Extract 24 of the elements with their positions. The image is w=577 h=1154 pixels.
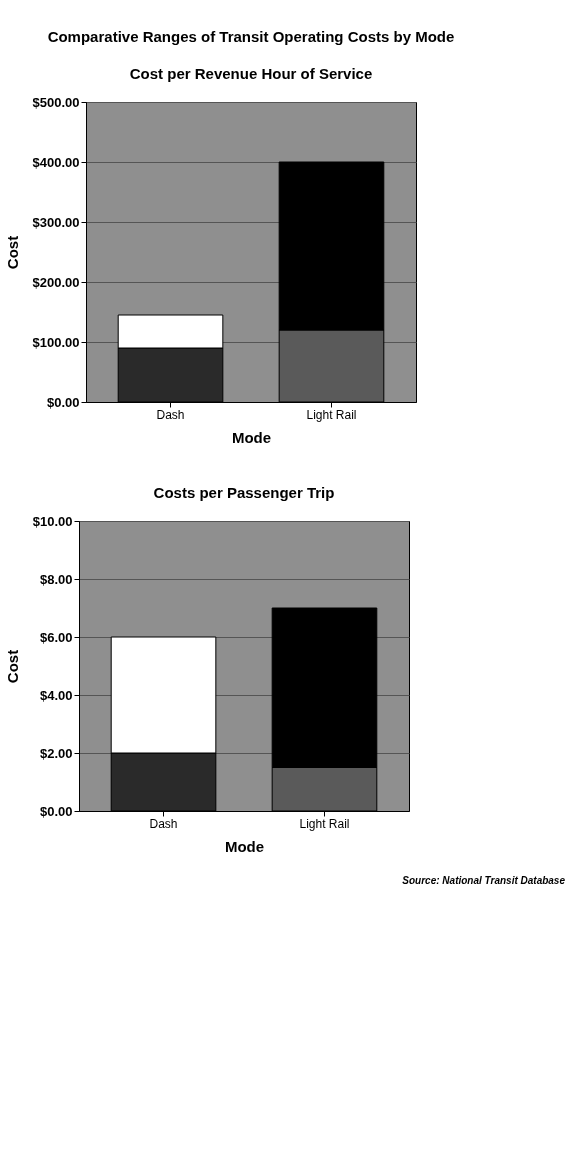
- y-tick-label: $2.00: [39, 745, 73, 761]
- y-tick-label: $400.00: [32, 154, 80, 170]
- y-tick-label: $8.00: [39, 571, 73, 587]
- y-tick-label: $500.00: [32, 94, 80, 110]
- x-axis-title: Mode: [224, 837, 265, 855]
- chart-subtitle: Cost per Revenue Hour of Service: [129, 65, 373, 82]
- x-tick-label: Dash: [149, 816, 178, 831]
- y-axis-title: Cost: [3, 235, 21, 270]
- y-tick-label: $0.00: [39, 803, 73, 819]
- source-note: Source: National Transit Database: [401, 875, 566, 886]
- y-tick-label: $4.00: [39, 687, 73, 703]
- x-tick-label: Dash: [156, 407, 185, 422]
- y-tick-label: $200.00: [32, 274, 80, 290]
- y-tick-label: $10.00: [32, 513, 73, 529]
- x-tick-label: Light Rail: [306, 407, 357, 422]
- y-tick-label: $0.00: [46, 394, 80, 410]
- chart-title: Comparative Ranges of Transit Operating Costs by Mode: [47, 28, 455, 45]
- y-tick-label: $300.00: [32, 214, 80, 230]
- y-tick-label: $100.00: [32, 334, 80, 350]
- y-tick-label: $6.00: [39, 629, 73, 645]
- y-axis-title: Cost: [3, 649, 21, 684]
- x-tick-label: Light Rail: [299, 816, 350, 831]
- x-axis-title: Mode: [231, 428, 272, 446]
- chart-title: Costs per Passenger Trip: [153, 484, 335, 501]
